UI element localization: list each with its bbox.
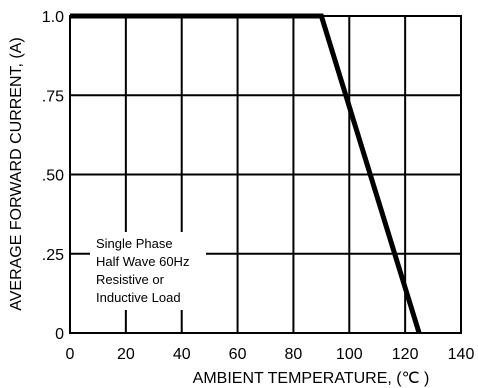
annotation-line-1: Single Phase <box>96 236 173 251</box>
x-tick-label: 100 <box>336 346 363 363</box>
x-tick-label: 0 <box>66 346 75 363</box>
y-tick-label: .50 <box>42 168 64 185</box>
x-tick-label: 120 <box>392 346 419 363</box>
x-tick-label: 140 <box>448 346 475 363</box>
x-tick-labels: 0 20 40 60 80 100 120 140 <box>66 346 475 363</box>
x-tick-label: 60 <box>229 346 247 363</box>
annotation-box <box>90 232 206 310</box>
annotation-line-2: Half Wave 60Hz <box>96 254 189 269</box>
y-tick-label: 1.0 <box>42 9 64 26</box>
y-tick-label: 0 <box>55 326 64 343</box>
y-tick-labels: 0 .25 .50 .75 1.0 <box>42 9 64 343</box>
annotation-line-3: Resistive or <box>96 272 165 287</box>
y-tick-label: .25 <box>42 247 64 264</box>
x-axis-title: AMBIENT TEMPERATURE, (℃ ) <box>193 370 430 387</box>
plot-border <box>69 15 462 334</box>
y-tick-label: .75 <box>42 88 64 105</box>
annotation-line-4: Inductive Load <box>96 290 181 305</box>
x-tick-label: 20 <box>117 346 135 363</box>
x-tick-label: 80 <box>285 346 303 363</box>
y-axis-title: AVERAGE FORWARD CURRENT, (A) <box>8 37 25 311</box>
x-tick-label: 40 <box>173 346 191 363</box>
